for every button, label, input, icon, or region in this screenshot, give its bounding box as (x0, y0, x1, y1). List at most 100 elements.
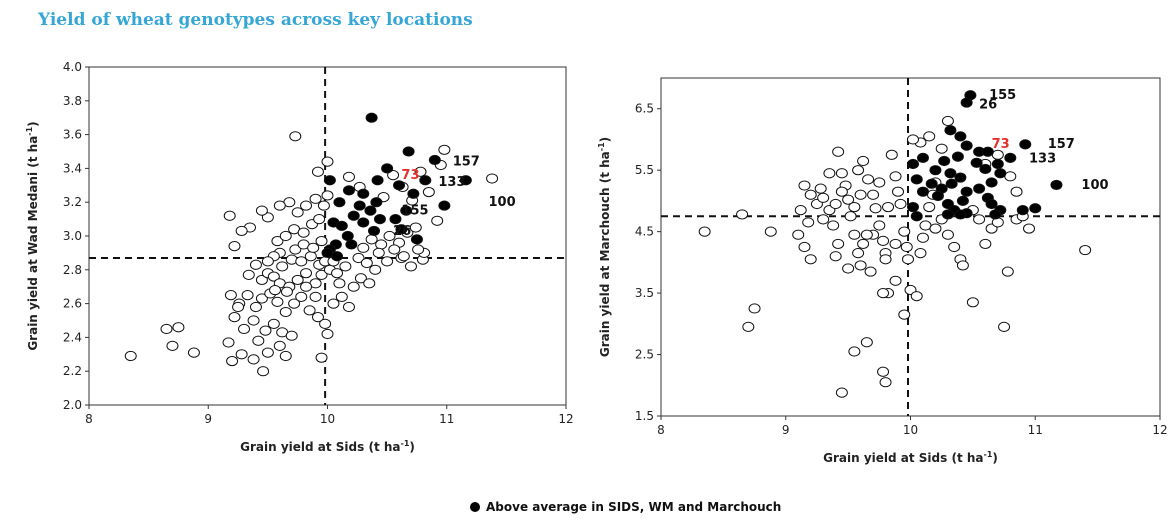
genotype-point (923, 201, 936, 213)
x-tick-label: 12 (558, 412, 573, 426)
genotype-point (321, 190, 334, 201)
genotype-point (226, 355, 239, 367)
genotype-point (882, 201, 895, 213)
genotype-point (257, 366, 270, 377)
genotype-point (486, 173, 499, 184)
y-tick-label: 2.4 (63, 330, 82, 344)
above-average-point (1050, 179, 1063, 191)
genotype-point (842, 194, 855, 205)
above-average-point (1019, 139, 1032, 150)
genotype-point (339, 261, 352, 272)
above-average-point (1016, 205, 1029, 216)
genotype-point (319, 318, 332, 329)
above-average-point (916, 152, 929, 163)
above-average-point (357, 188, 370, 199)
genotype-point (764, 226, 777, 237)
genotype-point (742, 321, 755, 332)
genotype-label: 100 (488, 195, 515, 210)
above-average-point (960, 140, 973, 151)
genotype-point (844, 211, 857, 222)
above-average-point (994, 168, 1007, 179)
genotype-point (315, 352, 328, 363)
above-average-point (954, 209, 967, 220)
genotype-point (814, 183, 827, 194)
genotype-point (247, 315, 260, 326)
genotype-point (792, 229, 805, 240)
plot-frame (88, 66, 567, 406)
above-average-point (438, 200, 451, 211)
genotype-point (929, 223, 942, 234)
genotype-point (315, 269, 328, 280)
above-average-point (960, 97, 973, 108)
above-average-point (345, 239, 358, 250)
above-average-point (951, 151, 964, 162)
above-average-point (381, 163, 394, 174)
genotype-point (877, 287, 890, 299)
genotype-point (267, 271, 280, 282)
genotype-point (798, 180, 811, 191)
genotype-point (342, 301, 355, 313)
genotype-point (311, 312, 324, 323)
genotype-point (295, 256, 308, 267)
above-average-point (925, 178, 938, 189)
genotype-point (827, 220, 840, 231)
genotype-point (335, 291, 348, 302)
above-average-point (941, 209, 954, 220)
genotype-point (297, 227, 310, 238)
above-average-point (1004, 152, 1017, 163)
genotype-point (910, 291, 923, 302)
genotype-point (375, 239, 388, 250)
x-tick-label: 10 (903, 423, 918, 437)
above-average-point (989, 209, 1002, 220)
genotype-point (224, 290, 237, 301)
genotype-point (956, 260, 969, 271)
above-average-point (395, 224, 408, 235)
genotype-label: 26 (393, 224, 411, 239)
genotype-point (829, 251, 842, 262)
genotype-point (414, 166, 427, 177)
genotype-point (898, 226, 911, 237)
genotype-point (857, 155, 870, 167)
genotype-point (303, 305, 316, 316)
legend-filled-dot-icon (470, 502, 480, 512)
above-average-point (373, 214, 386, 225)
genotype-point (279, 306, 292, 318)
y-tick-label: 3.6 (63, 128, 82, 142)
above-average-point (1029, 203, 1042, 214)
above-average-point (910, 211, 923, 222)
genotype-point (736, 209, 749, 220)
x-tick-label: 12 (1152, 423, 1167, 437)
genotype-point (431, 215, 444, 226)
above-average-point (428, 154, 441, 166)
genotype-point (222, 337, 235, 348)
genotype-point (235, 349, 248, 360)
y-tick-label: 3.0 (63, 229, 82, 243)
genotype-point (235, 225, 248, 237)
genotype-point (291, 274, 304, 286)
genotype-point (289, 131, 302, 142)
genotype-point (879, 377, 892, 388)
genotype-point (889, 275, 902, 286)
genotype-point (321, 328, 334, 340)
genotype-point (857, 238, 870, 250)
genotype-label: 100 (1081, 178, 1108, 193)
genotype-label: 133 (1029, 152, 1056, 167)
genotype-point (252, 335, 265, 346)
genotype-point (919, 220, 932, 231)
genotype-point (894, 198, 907, 210)
above-average-point (981, 146, 994, 157)
genotype-point (383, 230, 396, 242)
above-average-point (916, 186, 929, 197)
above-average-point (364, 205, 377, 216)
genotype-point (267, 318, 280, 329)
genotype-point (327, 298, 340, 309)
genotype-point (160, 323, 173, 335)
genotype-point (966, 297, 979, 308)
genotype-point (317, 200, 330, 211)
above-average-point (333, 197, 346, 208)
y-tick-label: 2.5 (635, 348, 654, 362)
above-average-point (410, 234, 423, 245)
genotype-point (166, 340, 179, 351)
genotype-point (311, 166, 324, 177)
genotype-label: 155 (401, 204, 428, 219)
